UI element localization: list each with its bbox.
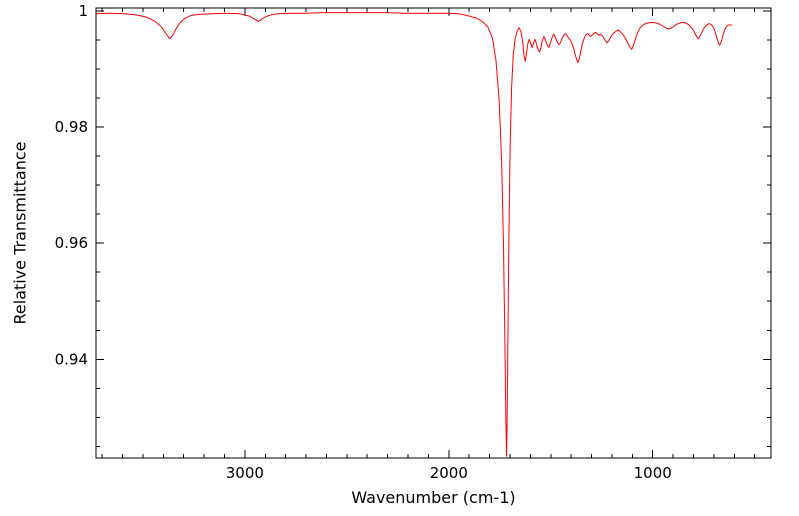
x-axis-label: Wavenumber (cm-1): [351, 488, 516, 507]
svg-text:2000: 2000: [430, 464, 468, 482]
svg-text:1: 1: [78, 2, 88, 20]
svg-text:1000: 1000: [634, 464, 672, 482]
svg-text:0.94: 0.94: [55, 350, 88, 368]
svg-text:3000: 3000: [226, 464, 264, 482]
svg-text:0.96: 0.96: [55, 234, 88, 252]
y-axis-label: Relative Transmittance: [10, 141, 30, 325]
svg-text:0.98: 0.98: [55, 118, 88, 136]
